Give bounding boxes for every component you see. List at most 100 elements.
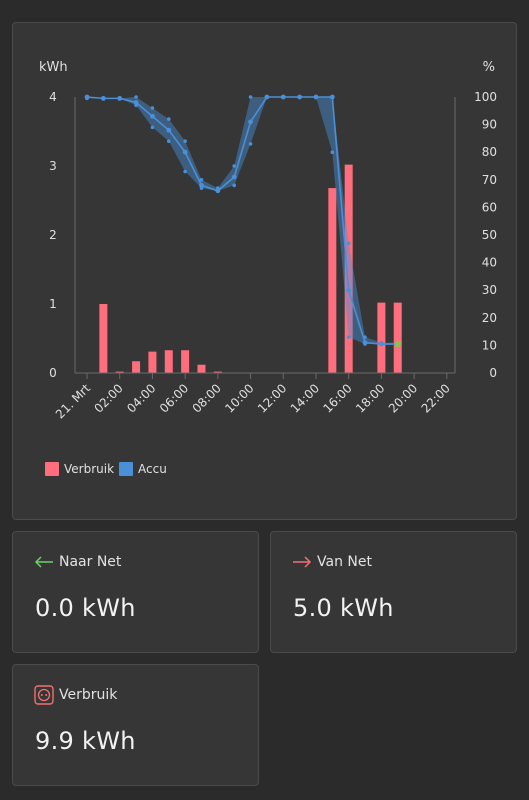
bar-verbruik	[213, 371, 222, 373]
verbruik-title: Verbruik	[59, 687, 118, 703]
accu-range-band	[87, 97, 398, 345]
accu-point	[182, 149, 188, 155]
y-tick-right-60: 60	[482, 200, 497, 214]
x-tick-label: 06:00	[157, 381, 191, 415]
legend-swatch	[119, 462, 133, 476]
y-tick-right-100: 100	[474, 90, 497, 104]
y-tick-right-30: 30	[482, 283, 497, 297]
x-tick-label: 18:00	[353, 381, 387, 415]
x-tick-label: 20:00	[386, 381, 420, 415]
accu-point	[329, 94, 335, 100]
y-tick-left-2: 2	[49, 228, 57, 242]
accu-high-point	[134, 95, 138, 99]
bar-verbruik	[328, 188, 337, 373]
van-net-value: 5.0 kWh	[293, 594, 394, 622]
accu-point	[133, 100, 139, 105]
y-tick-left-4: 4	[49, 90, 57, 104]
accu-point	[362, 340, 368, 346]
x-tick-label: 12:00	[255, 381, 289, 415]
x-tick-label: 10:00	[222, 381, 256, 415]
bar-verbruik	[377, 302, 386, 373]
y-tick-right-0: 0	[489, 366, 497, 380]
x-tick-label: 14:00	[288, 381, 322, 415]
x-tick-label: 08:00	[190, 381, 224, 415]
energy-chart-card: kWh % 0 1 2 3 4 0 10 20 30 40 50 60 70 80 90 100 21. Mrt…	[12, 22, 517, 520]
accu-point	[346, 287, 352, 293]
accu-low-point	[183, 169, 187, 174]
power-socket-icon	[34, 685, 54, 705]
accu-high-point	[183, 139, 187, 143]
legend-label: Accu	[138, 462, 167, 476]
accu-point	[215, 188, 221, 194]
van-net-title: Van Net	[317, 554, 372, 570]
y-tick-left-0: 0	[49, 366, 57, 380]
accu-point	[84, 94, 90, 100]
arrow-left-icon	[34, 556, 53, 568]
accu-high-point	[232, 164, 236, 168]
arrow-right-icon	[293, 556, 312, 568]
accu-point	[264, 94, 270, 100]
accu-point	[100, 95, 106, 101]
y-tick-right-50: 50	[482, 228, 497, 242]
legend-item-accu[interactable]: Accu	[119, 462, 167, 476]
legend-swatch	[45, 462, 59, 476]
naar-net-title: Naar Net	[59, 554, 122, 570]
accu-line	[86, 96, 398, 345]
accu-low-point	[346, 335, 351, 339]
accu-high-point	[248, 95, 253, 99]
accu-low-point	[166, 139, 171, 143]
accu-high-point	[150, 106, 155, 110]
y-axis-left-unit: kWh	[39, 60, 68, 75]
bar-verbruik	[115, 371, 124, 373]
y-tick-right-90: 90	[482, 118, 497, 132]
x-tick-label: 02:00	[91, 381, 125, 415]
y-tick-right-80: 80	[482, 145, 497, 159]
accu-low-point	[248, 142, 253, 146]
y-tick-right-40: 40	[482, 256, 497, 270]
y-tick-right-10: 10	[482, 338, 497, 352]
accu-high-point	[363, 335, 367, 339]
y-tick-right-20: 20	[482, 311, 497, 325]
accu-current-point	[394, 340, 401, 348]
accu-high-point	[166, 117, 171, 121]
naar-net-value: 0.0 kWh	[35, 594, 136, 622]
x-tick-label: 04:00	[124, 381, 158, 415]
accu-point	[313, 94, 319, 100]
accu-point	[280, 94, 286, 100]
bar-verbruik	[393, 302, 402, 373]
legend-label: Verbruik	[64, 462, 114, 476]
accu-point	[379, 341, 384, 347]
x-tick-label: 21. Mrt	[53, 381, 93, 421]
accu-point	[166, 127, 172, 133]
accu-high-point	[346, 241, 351, 246]
accu-point	[297, 94, 303, 100]
accu-point	[117, 95, 123, 101]
verbruik-card[interactable]: Verbruik 9.9 kWh	[12, 664, 259, 786]
y-tick-left-1: 1	[49, 297, 57, 311]
bar-verbruik	[197, 364, 206, 373]
accu-point	[199, 182, 204, 188]
legend-item-verbruik[interactable]: Verbruik	[45, 462, 114, 476]
y-tick-left-3: 3	[49, 159, 57, 173]
naar-net-card[interactable]: Naar Net 0.0 kWh	[12, 531, 259, 653]
accu-point	[248, 119, 253, 125]
y-tick-right-70: 70	[482, 173, 497, 187]
van-net-card[interactable]: Van Net 5.0 kWh	[270, 531, 517, 653]
accu-low-point	[232, 183, 236, 188]
x-tick-label: 16:00	[320, 381, 354, 415]
accu-high-point	[199, 178, 204, 182]
accu-low-point	[150, 125, 155, 130]
accu-point	[150, 113, 155, 119]
verbruik-value: 9.9 kWh	[35, 727, 136, 755]
bar-verbruik	[132, 361, 141, 373]
bar-verbruik	[99, 304, 108, 373]
y-axis-right-unit: %	[483, 60, 495, 75]
bar-verbruik	[181, 350, 190, 373]
bar-verbruik	[344, 164, 353, 373]
x-tick-label: 22:00	[419, 381, 453, 415]
bar-verbruik	[164, 350, 173, 373]
bar-verbruik	[148, 351, 157, 373]
accu-low-point	[330, 150, 335, 154]
accu-point	[231, 174, 237, 180]
